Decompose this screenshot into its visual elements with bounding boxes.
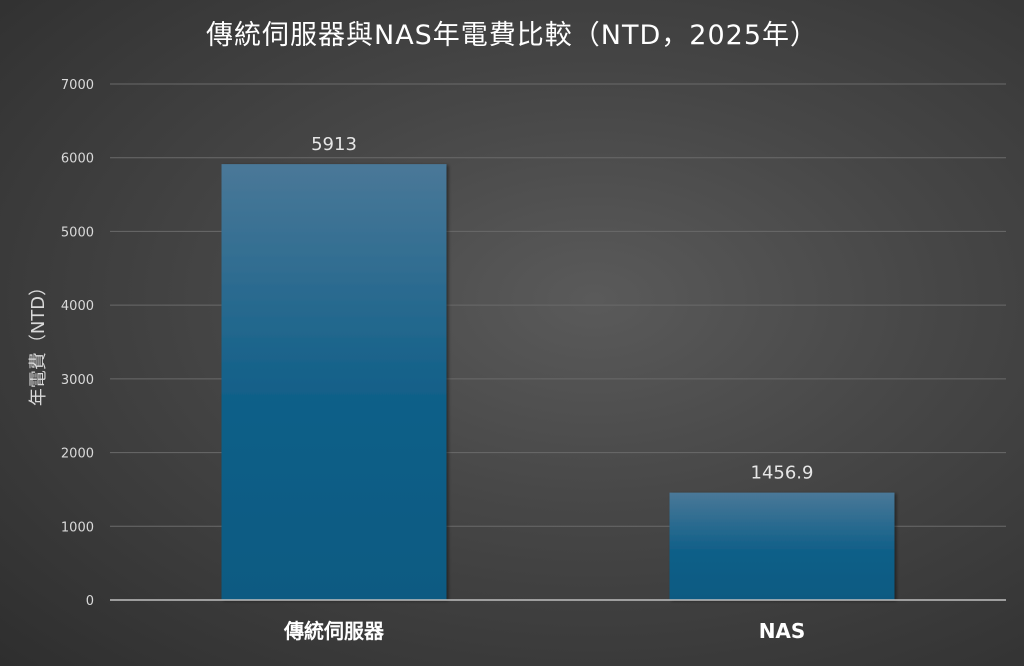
data-label: 5913 <box>311 134 357 155</box>
data-labels: 5913 1456.9 <box>311 134 813 483</box>
bars <box>221 164 895 600</box>
y-tick-label: 2000 <box>61 447 94 462</box>
bar <box>669 492 895 600</box>
y-axis-ticks: 0 1000 2000 3000 4000 5000 6000 7000 <box>61 78 94 609</box>
data-label: 1456.9 <box>751 463 814 484</box>
bar <box>221 164 447 600</box>
y-tick-label: 3000 <box>61 373 94 388</box>
y-tick-label: 6000 <box>61 152 94 167</box>
y-tick-label: 0 <box>86 594 94 609</box>
x-tick-label: NAS <box>759 619 806 643</box>
y-axis-label: 年電費（NTD） <box>28 278 49 406</box>
chart-title: 傳統伺服器與NAS年電費比較（NTD，2025年） <box>206 20 818 51</box>
y-tick-label: 5000 <box>61 225 94 240</box>
y-tick-label: 4000 <box>61 299 94 314</box>
x-axis-ticks: 傳統伺服器 NAS <box>283 619 805 643</box>
y-tick-label: 7000 <box>61 78 94 93</box>
y-tick-label: 1000 <box>61 520 94 535</box>
x-tick-label: 傳統伺服器 <box>283 619 385 643</box>
